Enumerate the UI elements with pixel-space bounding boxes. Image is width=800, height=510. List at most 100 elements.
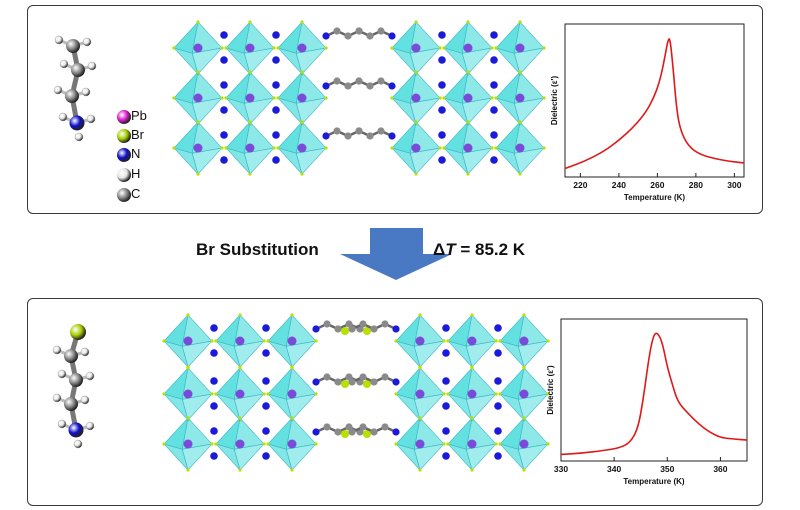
nitrogen-atom	[388, 132, 396, 140]
nitrogen-atom	[438, 131, 446, 139]
carbon-atom	[359, 423, 367, 431]
carbon-atom	[355, 127, 363, 135]
pbbr6-octahedron	[494, 70, 546, 126]
nitrogen-atom	[272, 31, 280, 39]
pbbr6-octahedron	[276, 70, 328, 126]
hydrogen-atom	[80, 347, 90, 357]
h-atom-icon	[117, 168, 131, 182]
nitrogen-atom	[494, 427, 502, 435]
bromine-atom	[363, 430, 371, 438]
x-tick-label: 330	[554, 464, 568, 474]
pbbr6-octahedron	[172, 120, 224, 176]
pbbr6-octahedron	[266, 313, 318, 369]
carbon-atom	[64, 349, 78, 363]
nitrogen-atom	[322, 82, 330, 90]
hydrogen-atom	[85, 371, 95, 381]
hydrogen-atom	[57, 419, 67, 429]
hydrogen-atom	[53, 85, 63, 95]
x-tick-label: 360	[713, 464, 727, 474]
nitrogen-atom	[272, 106, 280, 114]
nitrogen-atom	[490, 56, 498, 64]
legend-label-h: H	[131, 166, 141, 181]
legend-label-c: C	[131, 186, 141, 201]
x-tick-label: 240	[612, 180, 626, 190]
nitrogen-atom	[262, 452, 270, 460]
hydrogen-atom	[86, 114, 96, 124]
pbbr6-octahedron	[494, 120, 546, 176]
hydrogen-atom	[54, 35, 64, 45]
nitrogen-atom	[210, 377, 218, 385]
nitrogen-atom	[442, 324, 450, 332]
hydrogen-atom	[58, 112, 68, 122]
carbon-atom	[366, 32, 374, 40]
carbon-atom	[377, 127, 385, 135]
nitrogen-atom	[262, 324, 270, 332]
legend-label-n: N	[131, 146, 141, 161]
carbon-atom	[64, 397, 78, 411]
hydrogen-atom	[57, 369, 67, 379]
top-panel: Pb Br N H C 220 240 260 280 300 Temperature (…	[27, 5, 763, 214]
nitrogen-atom	[312, 428, 320, 436]
carbon-atom	[370, 428, 378, 436]
pbbr6-octahedron	[394, 366, 446, 422]
pbbr6-octahedron	[266, 366, 318, 422]
pbbr6-octahedron	[162, 313, 214, 369]
pbbr6-octahedron	[266, 416, 318, 472]
dielectric-chart-bottom: 330 340 350 360 Temperature (K) Dielectric (ε…	[546, 318, 748, 486]
nitrogen-atom	[438, 31, 446, 39]
nitrogen-atom	[210, 452, 218, 460]
nitrogen-atom	[438, 56, 446, 64]
dielectric-curve	[564, 38, 745, 170]
nitrogen-atom	[392, 378, 400, 386]
carbon-atom	[333, 127, 341, 135]
carbon-atom	[377, 27, 385, 35]
bromine-atom	[70, 324, 86, 340]
c-atom-icon	[117, 188, 131, 202]
nitrogen-atom	[494, 349, 502, 357]
nitrogen-atom	[494, 324, 502, 332]
nitrogen-atom	[494, 452, 502, 460]
carbon-atom	[355, 77, 363, 85]
nitrogen-atom	[442, 349, 450, 357]
carbon-atom	[334, 378, 342, 386]
hydrogen-atom	[80, 395, 90, 405]
carbon-atom	[65, 89, 79, 103]
pbbr6-octahedron	[446, 366, 498, 422]
nitrogen-atom	[392, 428, 400, 436]
carbon-atom	[348, 428, 356, 436]
pbbr6-octahedron	[276, 20, 328, 76]
bromopropylammonium-molecule	[52, 324, 95, 449]
carbon-atom	[348, 325, 356, 333]
carbon-atom	[359, 320, 367, 328]
nitrogen-atom	[494, 402, 502, 410]
nitrogen-atom	[68, 422, 84, 438]
nitrogen-atom	[442, 402, 450, 410]
carbon-atom	[355, 27, 363, 35]
pbbr6-octahedron	[276, 120, 328, 176]
nitrogen-atom	[312, 325, 320, 333]
nitrogen-atom	[312, 378, 320, 386]
substitution-label: Br Substitution	[196, 240, 319, 259]
nitrogen-atom	[220, 56, 228, 64]
nitrogen-atom	[388, 82, 396, 90]
pbbr6-octahedron	[390, 70, 442, 126]
nitrogen-atom	[262, 402, 270, 410]
pbbr6-octahedron	[394, 416, 446, 472]
nitrogen-atom	[442, 427, 450, 435]
nitrogen-atom	[388, 32, 396, 40]
carbon-atom	[381, 373, 389, 381]
bromine-atom	[363, 380, 371, 388]
bromine-atom	[341, 380, 349, 388]
nitrogen-atom	[220, 106, 228, 114]
x-tick-label: 300	[727, 180, 741, 190]
nitrogen-atom	[490, 31, 498, 39]
nitrogen-atom	[272, 56, 280, 64]
pbbr6-octahedron	[442, 70, 494, 126]
carbon-atom	[344, 82, 352, 90]
pbbr6-octahedron	[446, 416, 498, 472]
nitrogen-atom	[210, 349, 218, 357]
x-tick-label: 340	[607, 464, 621, 474]
dielectric-chart-top: 220 240 260 280 300 Temperature (K) Dielectric…	[550, 23, 745, 202]
hydrogen-atom	[82, 37, 92, 47]
carbon-atom	[381, 423, 389, 431]
